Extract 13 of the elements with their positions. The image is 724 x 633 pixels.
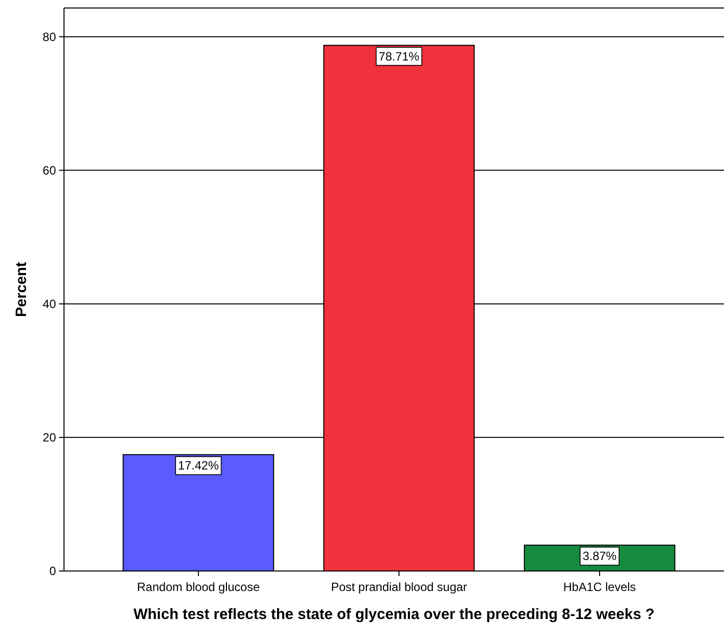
y-tick-label: 20 bbox=[42, 430, 56, 445]
x-axis-title: Which test reflects the state of glycemia over the preceding 8-12 weeks ? bbox=[133, 606, 655, 623]
y-axis-title: Percent bbox=[13, 262, 30, 318]
data-label: 3.87% bbox=[582, 549, 617, 564]
y-tick-label: 40 bbox=[42, 297, 56, 312]
y-tick-label: 80 bbox=[42, 30, 56, 44]
data-label: 17.42% bbox=[178, 458, 220, 473]
x-tick-label: Post prandial blood sugar bbox=[330, 580, 468, 594]
x-tick-label: Random blood glucose bbox=[137, 580, 260, 594]
y-tick-label: 60 bbox=[42, 163, 56, 178]
x-tick-label: HbA1C levels bbox=[563, 580, 636, 594]
y-tick-label: 0 bbox=[49, 564, 56, 578]
data-label: 78.71% bbox=[378, 49, 420, 64]
